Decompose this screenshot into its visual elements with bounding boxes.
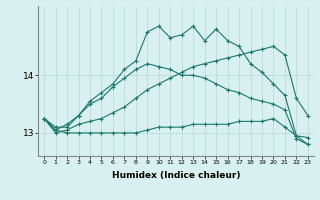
X-axis label: Humidex (Indice chaleur): Humidex (Indice chaleur): [112, 171, 240, 180]
